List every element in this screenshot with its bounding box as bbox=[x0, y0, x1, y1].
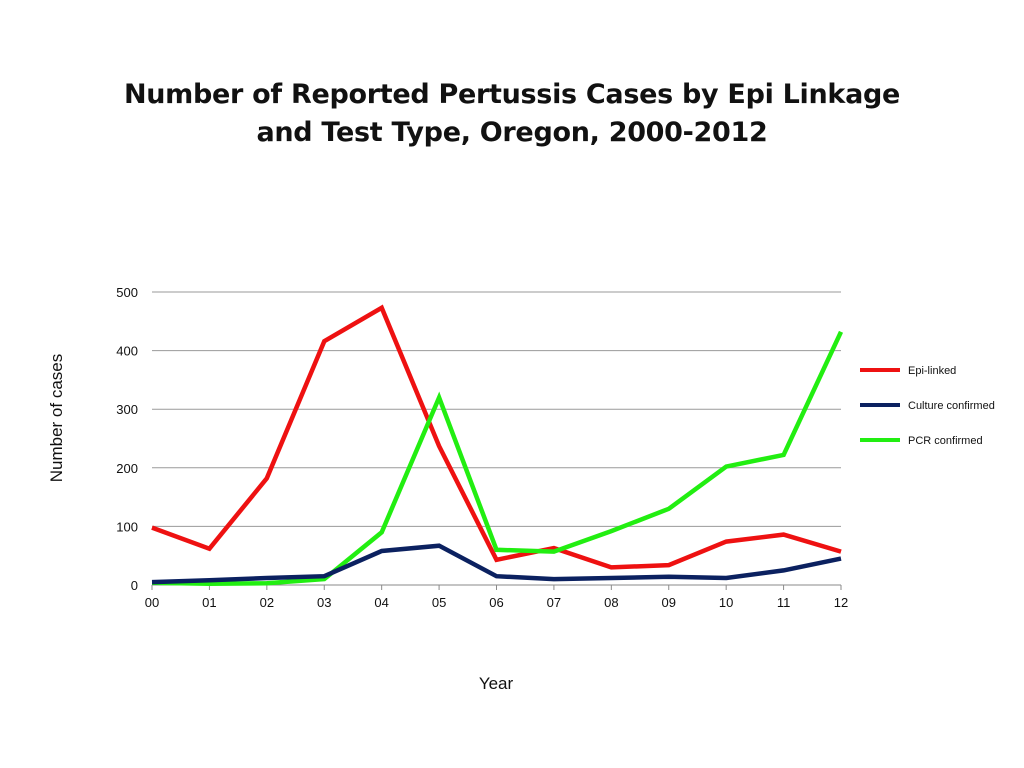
chart-title-line-2: and Test Type, Oregon, 2000-2012 bbox=[256, 117, 768, 148]
y-tick-label: 300 bbox=[116, 402, 138, 417]
x-tick-label: 07 bbox=[547, 595, 561, 610]
legend: Epi-linked Culture confirmed PCR confirmed bbox=[860, 365, 995, 447]
y-tick-label: 500 bbox=[116, 285, 138, 300]
legend-label-culture-confirmed: Culture confirmed bbox=[908, 400, 995, 412]
legend-label-pcr-confirmed: PCR confirmed bbox=[908, 435, 983, 447]
series-line-culture-confirmed bbox=[151, 543, 842, 585]
series-line-pcr-confirmed bbox=[151, 330, 844, 587]
x-tick-label: 08 bbox=[604, 595, 618, 610]
x-tick-label: 00 bbox=[145, 595, 159, 610]
y-tick-label: 200 bbox=[116, 461, 138, 476]
x-axis-label: Year bbox=[479, 674, 514, 693]
y-tick-label: 0 bbox=[131, 578, 138, 593]
series-line-epi-linked bbox=[151, 304, 842, 570]
axes bbox=[151, 584, 842, 590]
x-tick-label: 12 bbox=[834, 595, 848, 610]
chart-title-line-1: Number of Reported Pertussis Cases by Ep… bbox=[123, 79, 901, 110]
x-tick-label: 01 bbox=[202, 595, 216, 610]
x-tick-label: 02 bbox=[260, 595, 274, 610]
x-tick-labels: 00 01 02 03 04 05 06 07 08 09 10 11 12 bbox=[145, 595, 848, 610]
legend-label-epi-linked: Epi-linked bbox=[908, 365, 956, 377]
y-tick-label: 100 bbox=[116, 519, 138, 534]
series-lines bbox=[151, 304, 844, 587]
x-tick-label: 05 bbox=[432, 595, 446, 610]
x-tick-label: 04 bbox=[374, 595, 388, 610]
y-axis-label: Number of cases bbox=[47, 354, 66, 483]
chart-title: Number of Reported Pertussis Cases by Ep… bbox=[0, 76, 1024, 152]
x-tick-label: 10 bbox=[719, 595, 733, 610]
x-tick-label: 11 bbox=[777, 595, 791, 610]
x-tick-label: 03 bbox=[317, 595, 331, 610]
x-tick-label: 09 bbox=[662, 595, 676, 610]
x-tick-label: 06 bbox=[489, 595, 503, 610]
y-tick-labels: 0 100 200 300 400 500 bbox=[116, 285, 138, 593]
y-tick-label: 400 bbox=[116, 344, 138, 359]
